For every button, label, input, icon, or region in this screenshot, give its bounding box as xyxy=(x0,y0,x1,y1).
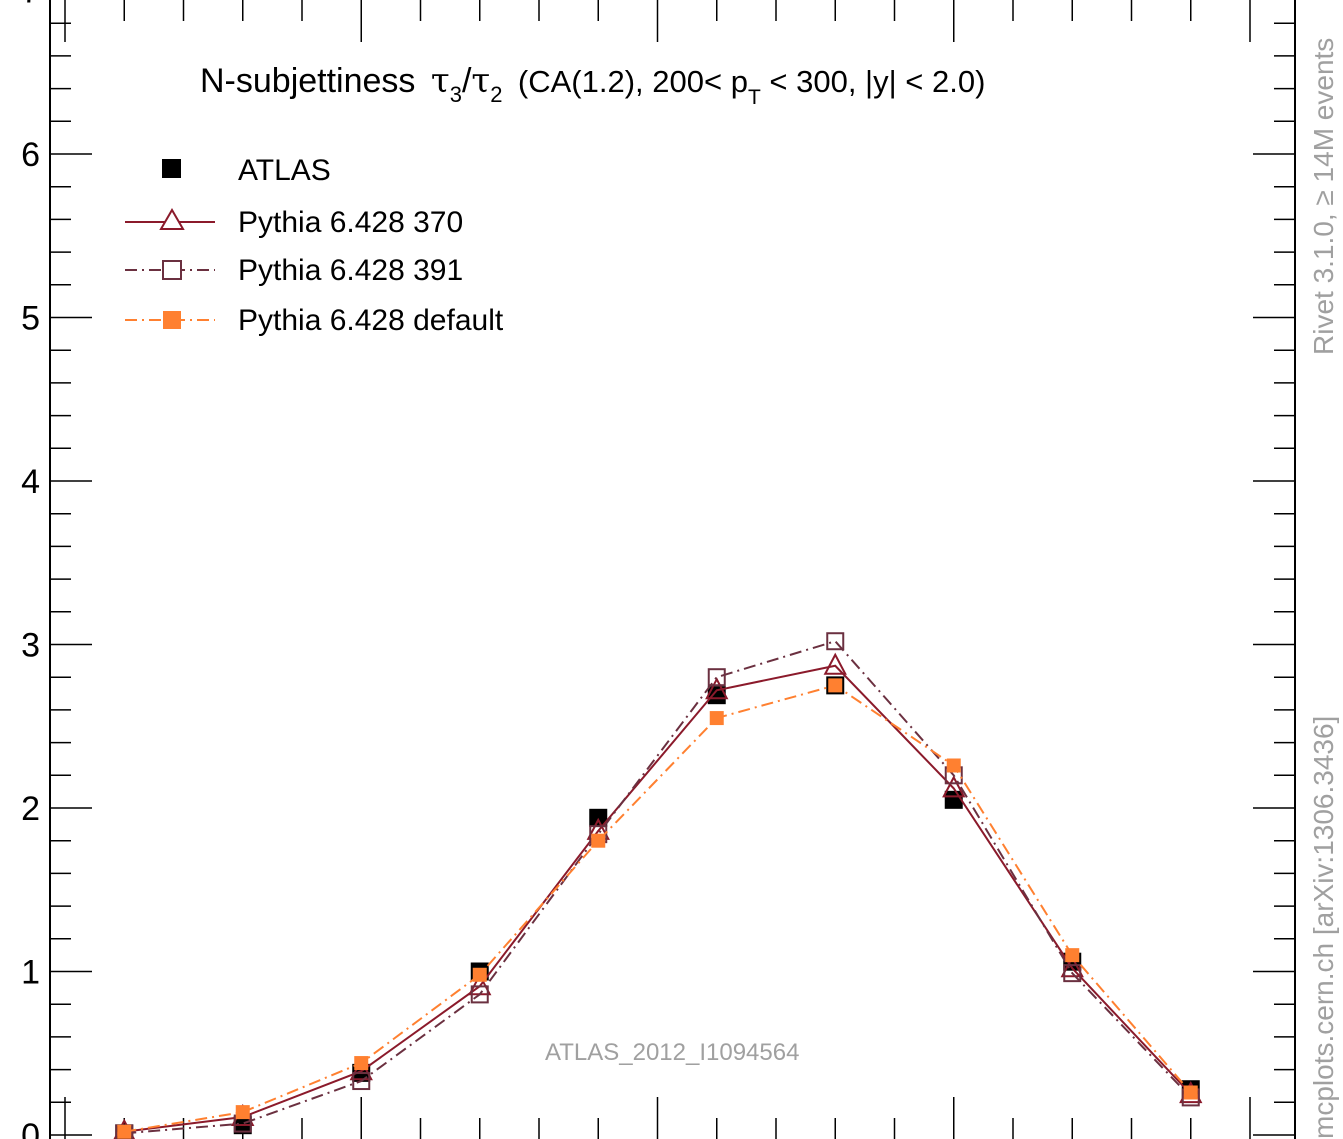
title-main: N-subjettiness xyxy=(200,62,415,100)
marker-filled-square xyxy=(117,1125,131,1139)
side-label-top: Rivet 3.1.0, ≥ 14M events xyxy=(1308,38,1339,355)
marker-filled-square xyxy=(473,968,487,982)
marker-filled-square xyxy=(947,758,961,772)
marker-filled-square xyxy=(1065,948,1079,962)
analysis-label: ATLAS_2012_I1094564 xyxy=(545,1039,799,1066)
y-tick-label: 4 xyxy=(21,463,40,501)
marker-filled-square xyxy=(710,711,724,725)
y-tick-label: 5 xyxy=(21,300,40,338)
data-point xyxy=(945,791,963,809)
title-tau-den: τ xyxy=(471,61,490,101)
y-tick-label: 2 xyxy=(21,790,40,828)
legend-marker-391 xyxy=(163,261,181,279)
title-paren-left: (CA(1.2), 200< p xyxy=(518,64,748,99)
plot-frame xyxy=(50,0,1295,1139)
legend-label-391: Pythia 6.428 391 xyxy=(238,254,463,287)
marker-filled-square xyxy=(828,678,842,692)
title-tau-num-sub: 3 xyxy=(450,82,462,107)
y-tick-label: 3 xyxy=(21,627,40,665)
title-pt-sub: T xyxy=(748,86,761,109)
title-tau-num: τ xyxy=(431,61,450,101)
y-tick-label: 7 xyxy=(21,0,40,11)
title-tau-den-sub: 2 xyxy=(490,82,502,107)
marker-filled-square xyxy=(354,1056,368,1070)
y-tick-label: 6 xyxy=(21,136,40,174)
legend-label-default: Pythia 6.428 default xyxy=(238,304,504,337)
side-label-bottom: mcplots.cern.ch [arXiv:1306.3436] xyxy=(1308,716,1339,1139)
marker-filled-square xyxy=(1184,1085,1198,1099)
legend-marker-atlas xyxy=(162,159,181,178)
legend-label-370: Pythia 6.428 370 xyxy=(238,206,463,239)
legend: ATLAS Pythia 6.428 370 Pythia 6.428 391 … xyxy=(125,154,504,337)
marker-triangle xyxy=(825,655,845,674)
legend-marker-370 xyxy=(161,210,183,229)
y-tick-label: 1 xyxy=(21,954,40,992)
y-axis: 0 1 2 3 4 5 6 7 xyxy=(21,0,1295,1139)
legend-marker-default xyxy=(163,311,181,329)
legend-label-atlas: ATLAS xyxy=(238,154,331,187)
marker-filled-square xyxy=(236,1105,250,1119)
y-tick-label: 0 xyxy=(21,1117,40,1139)
title-paren-right: < 300, |y| < 2.0) xyxy=(761,64,986,99)
marker-filled-square xyxy=(591,834,605,848)
chart-title: N-subjettiness τ3/τ2 (CA(1.2), 200< pT <… xyxy=(200,61,985,110)
